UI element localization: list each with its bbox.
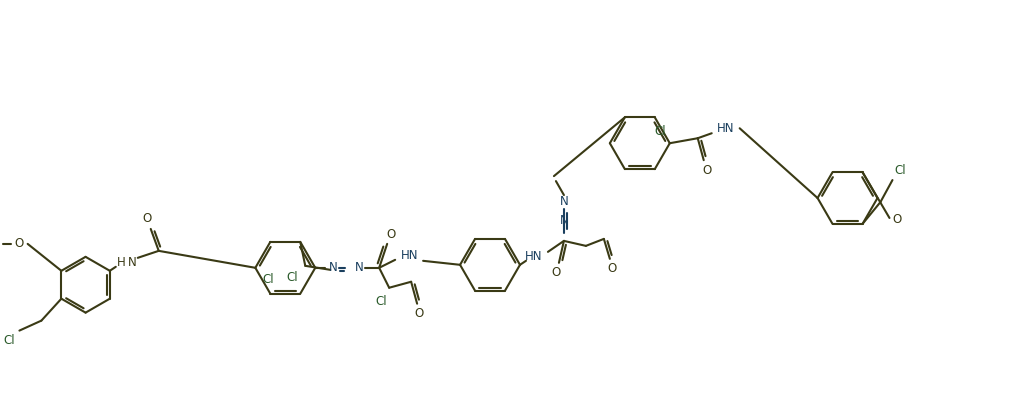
Text: O: O <box>893 213 902 226</box>
Text: O: O <box>387 228 396 241</box>
Text: N: N <box>355 261 364 274</box>
Text: Cl: Cl <box>4 334 15 347</box>
Text: N: N <box>560 195 569 208</box>
Text: N: N <box>560 215 569 228</box>
Text: N: N <box>127 256 136 269</box>
Text: O: O <box>551 266 561 279</box>
Text: Cl: Cl <box>287 271 298 284</box>
Text: Cl: Cl <box>895 163 906 177</box>
Text: H: H <box>117 256 126 269</box>
Text: Cl: Cl <box>263 273 274 286</box>
Text: HN: HN <box>400 249 418 262</box>
Text: O: O <box>14 238 23 250</box>
Text: O: O <box>702 163 711 177</box>
Text: O: O <box>414 307 424 320</box>
Text: Cl: Cl <box>376 295 387 308</box>
Text: HN: HN <box>717 122 734 135</box>
Text: N: N <box>329 261 337 274</box>
Text: O: O <box>607 262 616 275</box>
Text: O: O <box>142 213 152 225</box>
Text: Cl: Cl <box>653 125 666 138</box>
Text: HN: HN <box>525 250 542 263</box>
